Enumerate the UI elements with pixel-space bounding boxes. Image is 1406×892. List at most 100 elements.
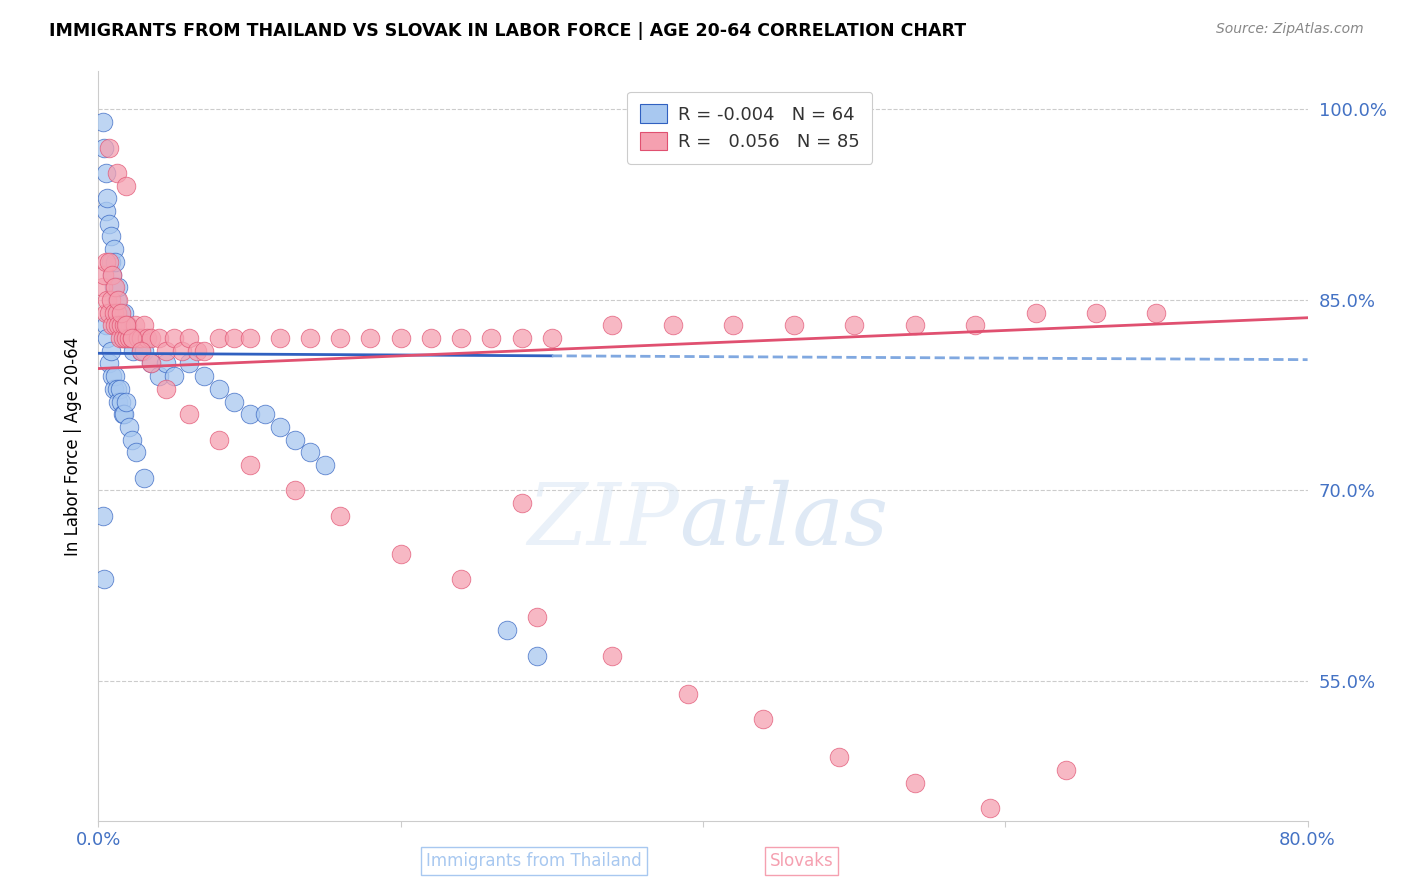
Point <box>94 306 117 320</box>
Point <box>107 394 129 409</box>
Point <box>98 255 121 269</box>
Point <box>389 331 412 345</box>
Point <box>676 687 699 701</box>
Point <box>96 191 118 205</box>
Point <box>121 331 143 345</box>
Point <box>329 508 352 523</box>
Point <box>141 331 163 345</box>
Point <box>105 306 128 320</box>
Point <box>103 382 125 396</box>
Point <box>510 331 533 345</box>
Point <box>526 648 548 663</box>
Point <box>105 166 128 180</box>
Point <box>101 369 124 384</box>
Point <box>94 255 117 269</box>
Point <box>110 306 132 320</box>
Point <box>269 331 291 345</box>
Point <box>129 343 152 358</box>
Point <box>101 268 124 282</box>
Point <box>121 433 143 447</box>
Point <box>125 331 148 345</box>
Point <box>269 420 291 434</box>
Point <box>114 178 136 193</box>
Point <box>103 280 125 294</box>
Point <box>98 140 121 154</box>
Point <box>129 343 152 358</box>
Point <box>108 331 131 345</box>
Point <box>723 318 745 333</box>
Point <box>179 331 201 345</box>
Point <box>127 331 149 345</box>
Point <box>602 318 624 333</box>
Point <box>965 318 987 333</box>
Point <box>114 331 136 345</box>
Point <box>100 343 122 358</box>
Point <box>1144 306 1167 320</box>
Point <box>132 471 155 485</box>
Point <box>108 318 131 333</box>
Point <box>179 407 201 421</box>
Point <box>540 331 562 345</box>
Point <box>239 458 262 472</box>
Point <box>103 306 125 320</box>
Point <box>115 318 138 333</box>
Point <box>124 318 146 333</box>
Point <box>208 382 231 396</box>
Point <box>299 331 322 345</box>
Point <box>101 318 124 333</box>
Point <box>1054 763 1077 777</box>
Point <box>110 394 132 409</box>
Point <box>186 343 208 358</box>
Point <box>118 331 141 345</box>
Point <box>132 343 155 358</box>
Point <box>110 318 132 333</box>
Point <box>91 508 114 523</box>
Point <box>91 280 114 294</box>
Point <box>148 331 170 345</box>
Point <box>148 369 170 384</box>
Point <box>239 331 262 345</box>
Point <box>979 801 1001 815</box>
Point <box>111 331 134 345</box>
Point <box>314 458 336 472</box>
Point <box>1085 306 1108 320</box>
Point <box>91 115 114 129</box>
Point <box>602 648 624 663</box>
Point <box>360 331 382 345</box>
Point <box>904 318 927 333</box>
Point <box>299 445 322 459</box>
Text: Slovaks: Slovaks <box>769 852 834 870</box>
Point <box>118 420 141 434</box>
Point <box>100 229 122 244</box>
Point <box>98 356 121 370</box>
Point <box>94 204 117 219</box>
Point <box>239 407 262 421</box>
Point <box>904 775 927 789</box>
Point <box>101 268 124 282</box>
Text: ZIP: ZIP <box>527 480 679 562</box>
Point <box>132 318 155 333</box>
Point <box>107 280 129 294</box>
Point <box>122 343 145 358</box>
Point <box>112 318 135 333</box>
Point <box>111 318 134 333</box>
Point <box>141 356 163 370</box>
Point <box>125 445 148 459</box>
Point <box>1024 306 1046 320</box>
Point <box>104 318 127 333</box>
Point <box>110 306 132 320</box>
Point <box>114 318 136 333</box>
Point <box>98 217 121 231</box>
Point <box>783 318 806 333</box>
Point <box>828 750 851 764</box>
Point <box>111 407 134 421</box>
Point <box>155 382 177 396</box>
Point <box>114 331 136 345</box>
Point <box>208 331 231 345</box>
Point <box>163 331 186 345</box>
Point <box>93 572 115 586</box>
Point <box>481 331 503 345</box>
Point <box>107 306 129 320</box>
Point <box>94 318 117 333</box>
Legend: R = -0.004   N = 64, R =   0.056   N = 85: R = -0.004 N = 64, R = 0.056 N = 85 <box>627 92 872 164</box>
